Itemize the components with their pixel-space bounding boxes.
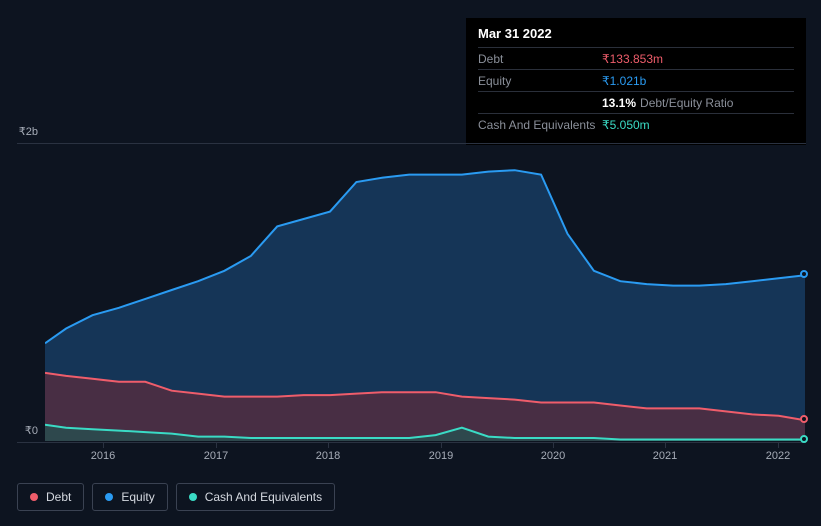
tooltip-row-extra: Debt/Equity Ratio xyxy=(640,96,733,110)
tooltip-row-label: Debt xyxy=(478,52,602,66)
tooltip-row-value: ₹5.050m xyxy=(602,118,650,132)
tooltip-row-value: ₹133.853m xyxy=(602,52,663,66)
y-tick-label: ₹0 xyxy=(8,424,38,437)
series-endcap-debt xyxy=(800,415,808,423)
x-tick xyxy=(441,442,442,448)
tooltip-row: Debt₹133.853m xyxy=(478,47,794,69)
x-tick-label: 2020 xyxy=(523,450,583,462)
x-tick-label: 2018 xyxy=(298,450,358,462)
chart-container: Mar 31 2022 Debt₹133.853mEquity₹1.021b13… xyxy=(0,0,821,526)
legend-item-debt[interactable]: Debt xyxy=(17,483,84,511)
legend-dot-icon xyxy=(30,493,38,501)
legend-label: Debt xyxy=(46,490,71,504)
legend-item-cash[interactable]: Cash And Equivalents xyxy=(176,483,335,511)
tooltip-row-label: Equity xyxy=(478,74,602,88)
x-tick xyxy=(103,442,104,448)
chart-plot-area[interactable] xyxy=(45,145,805,441)
legend-dot-icon xyxy=(105,493,113,501)
x-tick xyxy=(778,442,779,448)
tooltip-row: Equity₹1.021b xyxy=(478,69,794,91)
x-tick xyxy=(216,442,217,448)
tooltip-row: 13.1% Debt/Equity Ratio xyxy=(478,91,794,113)
tooltip-row-value: ₹1.021b xyxy=(602,74,646,88)
gridline xyxy=(17,442,806,443)
x-tick xyxy=(553,442,554,448)
x-tick xyxy=(665,442,666,448)
legend-label: Cash And Equivalents xyxy=(205,490,322,504)
tooltip-row-label: Cash And Equivalents xyxy=(478,118,602,132)
x-tick-label: 2021 xyxy=(635,450,695,462)
x-tick-label: 2019 xyxy=(411,450,471,462)
x-tick-label: 2016 xyxy=(73,450,133,462)
tooltip-row-label xyxy=(478,96,602,110)
series-endcap-cash xyxy=(800,435,808,443)
tooltip-row-pct: 13.1% xyxy=(602,96,636,110)
legend-dot-icon xyxy=(189,493,197,501)
y-tick-label: ₹2b xyxy=(8,125,38,138)
chart-tooltip: Mar 31 2022 Debt₹133.853mEquity₹1.021b13… xyxy=(466,18,806,145)
x-tick-label: 2017 xyxy=(186,450,246,462)
legend: Debt Equity Cash And Equivalents xyxy=(17,483,335,511)
x-tick-label: 2022 xyxy=(748,450,808,462)
legend-item-equity[interactable]: Equity xyxy=(92,483,167,511)
series-endcap-equity xyxy=(800,270,808,278)
gridline xyxy=(17,143,806,144)
x-tick xyxy=(328,442,329,448)
tooltip-row: Cash And Equivalents₹5.050m xyxy=(478,113,794,135)
legend-label: Equity xyxy=(121,490,154,504)
tooltip-date: Mar 31 2022 xyxy=(478,26,794,41)
